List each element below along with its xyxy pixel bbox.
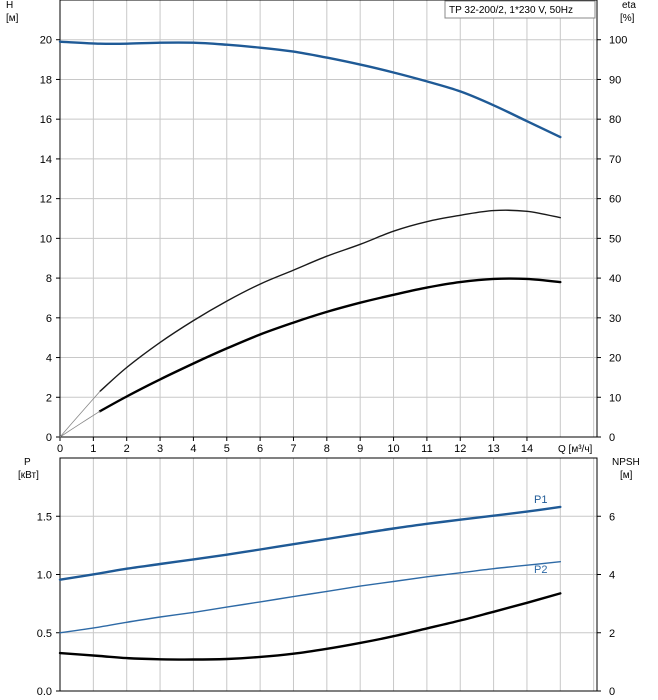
y-axis-unit-npsh: [м] [620,470,633,481]
chart-title: TP 32-200/2, 1*230 V, 50Hz [449,5,573,16]
y-axis-label-npsh: NPSH [612,457,640,468]
y-axis-unit-p: [кВт] [18,470,39,481]
curve-eta_upper [99,209,561,392]
y-tick-label-right: 50 [609,233,621,245]
y-tick-label-left: 0.5 [37,628,52,640]
curve-NPSH [58,592,562,661]
y-tick-label-right: 30 [609,313,621,325]
series-label-p2: P2 [534,564,547,576]
curve-eta_upper_ext [59,390,101,438]
x-tick-label: 14 [521,443,533,455]
top-plot-frame [59,0,598,438]
y-tick-label-left: 0 [46,432,52,444]
x-tick-label: 1 [90,443,96,455]
x-tick-label: 5 [224,443,230,455]
y-tick-label-right: 10 [609,392,621,404]
y-tick-label-right: 40 [609,273,621,285]
series-label-p1: P1 [534,494,547,506]
y-axis-unit-eta: [%] [620,13,635,24]
bottom-left-ticks: 0.0 0.5 1.0 1.5 [37,511,60,698]
y-tick-label-right: 0 [609,432,615,444]
curve-P2 [59,561,561,634]
curve-eta_lower_ext [59,410,101,438]
y-tick-label-right: 60 [609,194,621,206]
x-tick-label: 9 [357,443,363,455]
curve-eta_lower [98,277,562,413]
y-tick-label-left: 10 [40,233,52,245]
x-tick-label: 2 [124,443,130,455]
title-box [444,0,596,19]
y-tick-label-left: 14 [40,154,52,166]
y-tick-label-left: 12 [40,194,52,206]
y-tick-label-right: 90 [609,74,621,86]
y-tick-label-left: 1.5 [37,511,52,523]
x-tick-label: 13 [487,443,499,455]
y-tick-label-left: 1.0 [37,570,52,582]
bottom-series [58,505,562,661]
x-tick-label: 10 [387,443,399,455]
y-tick-label-left: 0.0 [37,686,52,698]
y-tick-label-right: 100 [609,35,627,47]
power-npsh-chart: 0.0 0.5 1.0 1.5 0 2 4 6 P [кВт] NPSH [м] P1 P2 [18,457,640,698]
x-tick-label: 6 [257,443,263,455]
y-tick-label-left: 20 [40,35,52,47]
y-tick-label-right: 80 [609,114,621,126]
y-tick-label-left: 18 [40,74,52,86]
x-tick-label: 0 [57,443,63,455]
x-tick-label: 12 [454,443,466,455]
y-axis-label-p: P [24,457,31,468]
y-tick-label-right: 20 [609,353,621,365]
x-axis-label-q: Q [м³/ч] [558,444,593,455]
top-grid [59,0,597,438]
y-axis-unit-h: [м] [6,13,19,24]
y-tick-label-right: 2 [609,628,615,640]
y-tick-label-right: 70 [609,154,621,166]
x-tick-label: 7 [290,443,296,455]
top-left-ticks: 0 2 4 6 8 10 12 14 16 18 20 [40,35,60,444]
y-tick-label-left: 2 [46,392,52,404]
curve-P1 [58,505,562,581]
y-axis-label-eta: eta [622,0,636,11]
y-tick-label-left: 4 [46,353,52,365]
top-right-ticks: 0 10 20 30 40 50 60 70 80 90 100 [597,35,627,444]
bottom-right-ticks: 0 2 4 6 [597,511,615,698]
y-tick-label-right: 0 [609,686,615,698]
bottom-grid [59,458,597,692]
curve-H [58,40,562,139]
x-tick-label: 3 [157,443,163,455]
x-tick-label: 11 [421,443,432,455]
top-x-ticks: 0 1 2 3 4 5 6 7 8 9 10 11 12 13 14 [57,437,533,455]
y-tick-label-left: 8 [46,273,52,285]
x-tick-label: 8 [324,443,330,455]
y-tick-label-left: 6 [46,313,52,325]
top-series [58,40,562,438]
y-axis-label-h: H [6,0,13,11]
y-tick-label-left: 16 [40,114,52,126]
y-tick-label-right: 4 [609,570,615,582]
x-tick-label: 4 [190,443,196,455]
y-tick-label-right: 6 [609,511,615,523]
